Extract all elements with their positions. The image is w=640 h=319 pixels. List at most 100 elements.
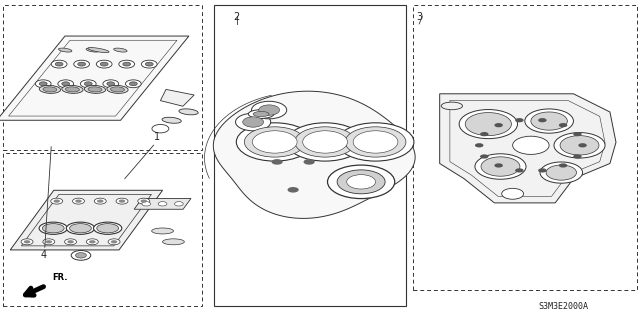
Circle shape <box>72 198 84 204</box>
Circle shape <box>554 133 605 158</box>
Circle shape <box>158 202 167 206</box>
Text: 4: 4 <box>40 250 47 260</box>
Circle shape <box>353 131 398 153</box>
Ellipse shape <box>65 87 79 92</box>
Circle shape <box>546 165 577 180</box>
Circle shape <box>67 240 74 243</box>
Ellipse shape <box>248 110 274 118</box>
Ellipse shape <box>39 85 61 93</box>
Circle shape <box>119 60 134 68</box>
Circle shape <box>145 62 153 66</box>
Circle shape <box>337 123 414 161</box>
Circle shape <box>459 109 518 139</box>
Text: 3: 3 <box>416 12 422 22</box>
Circle shape <box>295 127 356 157</box>
Circle shape <box>43 239 55 245</box>
Circle shape <box>77 62 86 66</box>
Ellipse shape <box>88 48 109 53</box>
Ellipse shape <box>107 85 128 93</box>
Circle shape <box>559 123 567 127</box>
Circle shape <box>58 80 74 88</box>
Text: 2: 2 <box>234 12 240 22</box>
Circle shape <box>573 154 582 159</box>
Circle shape <box>111 240 117 243</box>
Circle shape <box>96 60 112 68</box>
Circle shape <box>481 157 520 176</box>
Text: 1: 1 <box>154 132 160 142</box>
Circle shape <box>579 143 587 147</box>
Circle shape <box>51 60 67 68</box>
Circle shape <box>123 62 131 66</box>
Circle shape <box>560 136 599 155</box>
Circle shape <box>51 198 63 204</box>
Polygon shape <box>440 94 616 203</box>
Circle shape <box>81 80 96 88</box>
Circle shape <box>142 202 150 206</box>
Circle shape <box>259 105 280 115</box>
Polygon shape <box>10 190 163 250</box>
Circle shape <box>94 198 106 204</box>
Polygon shape <box>0 36 189 120</box>
Text: FR.: FR. <box>52 273 68 282</box>
Circle shape <box>54 199 60 203</box>
Ellipse shape <box>162 117 181 123</box>
Circle shape <box>100 62 108 66</box>
Ellipse shape <box>62 85 83 93</box>
Ellipse shape <box>441 102 463 110</box>
Circle shape <box>495 123 503 127</box>
Circle shape <box>252 101 287 119</box>
Circle shape <box>116 198 128 204</box>
Circle shape <box>347 175 376 189</box>
Circle shape <box>480 132 488 136</box>
Ellipse shape <box>152 228 173 234</box>
Circle shape <box>287 123 364 161</box>
Bar <box>3 153 202 306</box>
Circle shape <box>303 159 315 165</box>
Ellipse shape <box>97 224 118 233</box>
Circle shape <box>103 80 118 88</box>
Ellipse shape <box>84 85 106 93</box>
Ellipse shape <box>43 87 57 92</box>
Circle shape <box>141 199 147 203</box>
Circle shape <box>76 199 82 203</box>
Circle shape <box>345 127 406 157</box>
Polygon shape <box>161 89 194 106</box>
Circle shape <box>573 132 582 136</box>
Circle shape <box>74 60 90 68</box>
Ellipse shape <box>70 224 92 233</box>
Circle shape <box>21 239 33 245</box>
Circle shape <box>39 82 47 86</box>
Circle shape <box>475 143 483 147</box>
Circle shape <box>152 124 169 133</box>
Circle shape <box>175 202 183 206</box>
Ellipse shape <box>88 87 102 92</box>
Circle shape <box>236 113 271 131</box>
Bar <box>214 5 406 306</box>
Circle shape <box>86 239 99 245</box>
Text: S3M3E2000A: S3M3E2000A <box>538 302 588 311</box>
Circle shape <box>531 112 568 130</box>
Circle shape <box>45 240 52 243</box>
Circle shape <box>252 131 297 153</box>
Circle shape <box>125 80 141 88</box>
Circle shape <box>337 170 385 194</box>
Circle shape <box>65 239 77 245</box>
Circle shape <box>24 240 30 243</box>
Circle shape <box>138 198 150 204</box>
Circle shape <box>559 163 567 167</box>
Circle shape <box>525 109 573 133</box>
Circle shape <box>76 253 86 258</box>
Circle shape <box>35 80 51 88</box>
Circle shape <box>108 239 120 245</box>
Circle shape <box>129 82 137 86</box>
Ellipse shape <box>58 48 72 52</box>
Circle shape <box>502 188 524 199</box>
Ellipse shape <box>179 109 198 115</box>
Circle shape <box>119 199 125 203</box>
Ellipse shape <box>93 222 122 234</box>
Circle shape <box>513 136 549 154</box>
Circle shape <box>71 250 91 260</box>
Ellipse shape <box>39 222 67 234</box>
Circle shape <box>243 117 264 127</box>
Polygon shape <box>213 91 415 219</box>
